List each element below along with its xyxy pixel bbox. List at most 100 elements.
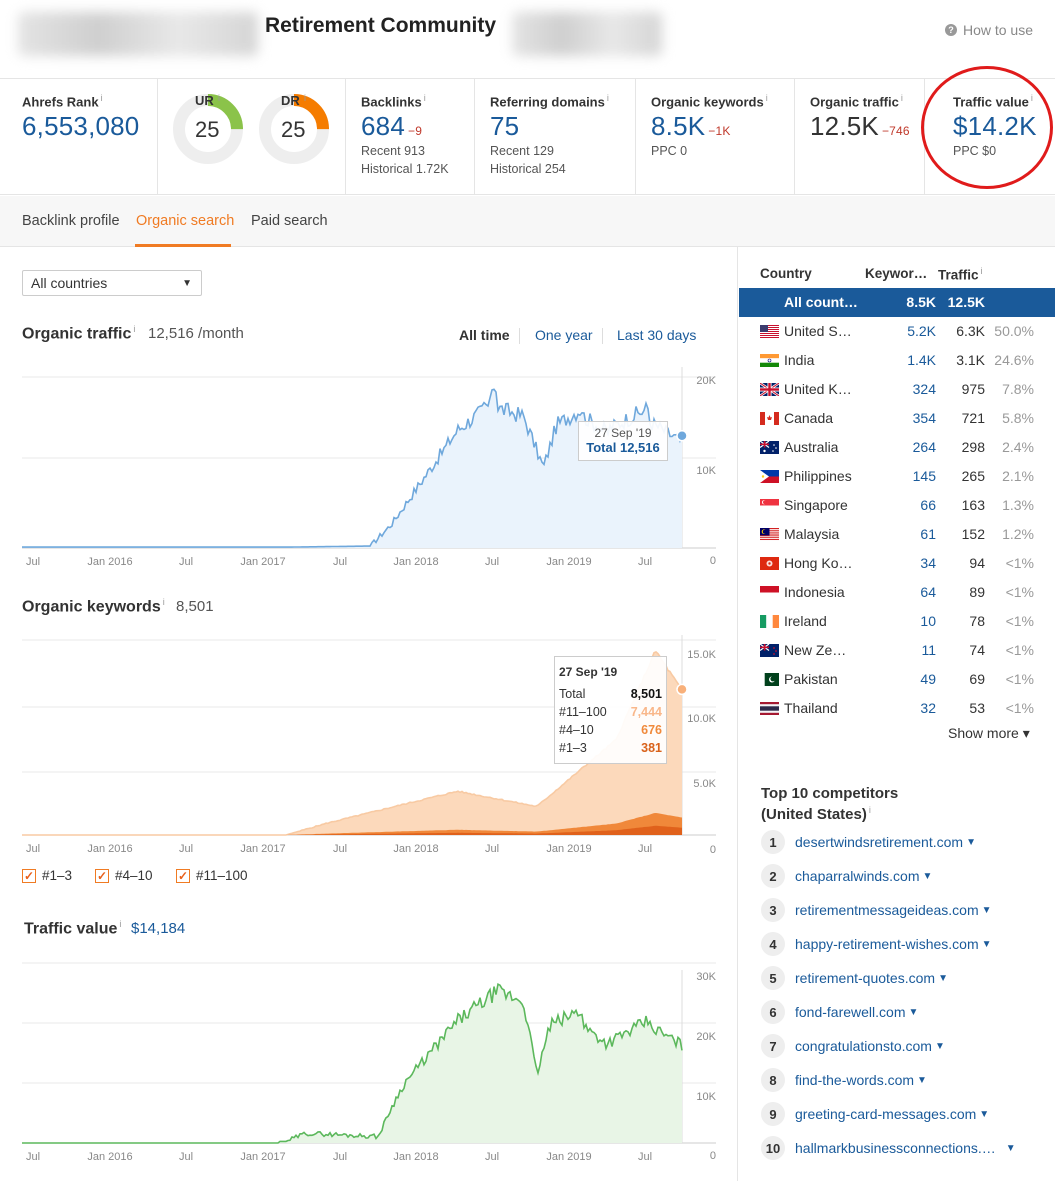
country-row[interactable]: Australia 264 298 2.4% [739, 433, 1055, 462]
country-keywords[interactable]: 8.5K [906, 294, 936, 310]
backlinks-historical[interactable]: Historical 1.72K [361, 162, 449, 177]
series-area-1-3 [22, 825, 682, 835]
info-icon[interactable]: i [162, 597, 165, 607]
country-keywords[interactable]: 5.2K [907, 323, 936, 339]
traffic-value-value[interactable]: $14.2K [953, 111, 1037, 142]
range-one-year[interactable]: One year [535, 327, 593, 343]
country-row[interactable]: United S… 5.2K 6.3K 50.0% [739, 317, 1055, 346]
organic-traffic-value[interactable]: 12.5K [810, 111, 879, 142]
tab-paid-search[interactable]: Paid search [251, 213, 328, 229]
country-row[interactable]: New Ze… 11 74 <1% [739, 636, 1055, 665]
chevron-down-icon[interactable]: ▼ [979, 1108, 990, 1120]
country-keywords[interactable]: 264 [912, 439, 936, 455]
organic-traffic-chart[interactable]: Jul Jan 2016 Jul Jan 2017 Jul Jan 2018 Jul Jan … [0, 360, 737, 575]
competitor-link[interactable]: fond-farewell.com [795, 1004, 906, 1020]
country-row[interactable]: Ireland 10 78 <1% [739, 607, 1055, 636]
competitor-link[interactable]: greeting-card-messages.com [795, 1106, 977, 1122]
competitor-link[interactable]: desertwindsretirement.com [795, 834, 964, 850]
info-icon[interactable]: i [218, 93, 220, 103]
info-icon[interactable]: i [133, 324, 136, 334]
ahrefs-rank-value[interactable]: 6,553,080 [22, 111, 140, 142]
range-all-time[interactable]: All time [459, 327, 510, 343]
competitor-link[interactable]: happy-retirement-wishes.com [795, 936, 979, 952]
current-point[interactable] [676, 683, 688, 696]
legend-top4-10[interactable]: ✓ #4–10 [95, 868, 153, 883]
info-icon[interactable]: i [304, 93, 306, 103]
country-keywords[interactable]: 64 [920, 584, 936, 600]
chevron-down-icon[interactable]: ▼ [981, 938, 992, 950]
chevron-down-icon[interactable]: ▼ [908, 1006, 919, 1018]
referring-domains-recent[interactable]: Recent 129 [490, 144, 554, 159]
info-icon[interactable]: i [1030, 93, 1033, 103]
info-icon[interactable]: i [980, 266, 983, 276]
country-row[interactable]: Singapore 66 163 1.3% [739, 491, 1055, 520]
country-select[interactable]: All countries ▼ [22, 270, 202, 296]
backlinks-recent[interactable]: Recent 913 [361, 144, 425, 159]
info-icon[interactable]: i [765, 93, 768, 103]
ur-gauge[interactable] [172, 93, 244, 165]
country-keywords[interactable]: 11 [921, 642, 936, 658]
competitor-link[interactable]: congratulationsto.com [795, 1038, 932, 1054]
country-row[interactable]: India 1.4K 3.1K 24.6% [739, 346, 1055, 375]
chevron-down-icon[interactable]: ▼ [981, 904, 992, 916]
flag-th-icon [760, 702, 779, 715]
country-row[interactable]: Pakistan 49 69 <1% [739, 665, 1055, 694]
legend-top3[interactable]: ✓ #1–3 [22, 868, 72, 883]
traffic-header-label[interactable]: Traffic [938, 267, 979, 283]
info-icon[interactable]: i [900, 93, 903, 103]
tab-backlink-profile[interactable]: Backlink profile [22, 213, 120, 229]
dr-gauge[interactable] [258, 93, 330, 165]
current-point[interactable] [676, 430, 688, 442]
legend-top11-100[interactable]: ✓ #11–100 [176, 868, 248, 883]
competitor-rank: 6 [761, 1000, 785, 1024]
country-row[interactable]: Malaysia 61 152 1.2% [739, 520, 1055, 549]
country-keywords[interactable]: 1.4K [907, 352, 936, 368]
country-row[interactable]: Indonesia 64 89 <1% [739, 578, 1055, 607]
chevron-down-icon[interactable]: ▼ [917, 1074, 927, 1086]
chevron-down-icon[interactable]: ▼ [934, 1040, 945, 1052]
country-row-all[interactable]: All count… 8.5K 12.5K [739, 288, 1055, 317]
info-icon[interactable]: i [606, 93, 609, 103]
chevron-down-icon[interactable]: ▼ [966, 836, 976, 848]
country-row[interactable]: United K… 324 975 7.8% [739, 375, 1055, 404]
info-icon[interactable]: i [423, 93, 426, 103]
country-row[interactable]: Hong Ko… 34 94 <1% [739, 549, 1055, 578]
range-last-30-days[interactable]: Last 30 days [617, 327, 697, 343]
traffic-value-chart[interactable]: Jul Jan 2016 Jul Jan 2017 Jul Jan 2018 Jul Jan … [0, 955, 737, 1170]
keywords-header[interactable]: Keywor… [865, 266, 928, 281]
organic-keywords-chart[interactable]: Jul Jan 2016 Jul Jan 2017 Jul Jan 2018 Jul Jan … [0, 632, 737, 860]
country-keywords[interactable]: 10 [920, 613, 936, 629]
chevron-down-icon[interactable]: ▼ [922, 870, 933, 882]
country-header[interactable]: Country [760, 266, 812, 281]
country-traffic: 265 [961, 468, 985, 484]
country-row[interactable]: Philippines 145 265 2.1% [739, 462, 1055, 491]
referring-domains-value[interactable]: 75 [490, 111, 520, 142]
country-keywords[interactable]: 324 [912, 381, 936, 397]
info-icon[interactable]: i [100, 93, 103, 103]
country-row[interactable]: Thailand 32 53 <1% [739, 694, 1055, 723]
competitor-link[interactable]: chaparralwinds.com [795, 868, 920, 884]
country-keywords[interactable]: 49 [920, 671, 936, 687]
referring-domains-historical[interactable]: Historical 254 [490, 162, 566, 177]
competitor-link[interactable]: hallmarkbusinessconnections.… [795, 1140, 996, 1156]
info-icon[interactable]: i [119, 919, 122, 929]
country-keywords[interactable]: 66 [920, 497, 936, 513]
chevron-down-icon[interactable]: ▼ [1005, 1142, 1016, 1154]
y-tick-label: 20K [696, 375, 716, 387]
tab-organic-search[interactable]: Organic search [136, 213, 235, 229]
info-icon[interactable]: i [868, 805, 871, 815]
organic-keywords-value[interactable]: 8.5K [651, 111, 706, 142]
chevron-down-icon[interactable]: ▼ [938, 972, 948, 984]
competitor-link[interactable]: find-the-words.com [795, 1072, 915, 1088]
country-keywords[interactable]: 145 [912, 468, 936, 484]
backlinks-value[interactable]: 684 [361, 111, 405, 142]
how-to-use-link[interactable]: ? How to use [944, 22, 1033, 38]
show-more-button[interactable]: Show more ▾ [948, 725, 1030, 741]
country-keywords[interactable]: 34 [920, 555, 936, 571]
competitor-link[interactable]: retirement-quotes.com [795, 970, 936, 986]
country-keywords[interactable]: 32 [920, 700, 936, 716]
country-row[interactable]: Canada 354 721 5.8% [739, 404, 1055, 433]
competitor-link[interactable]: retirementmessageideas.com [795, 902, 979, 918]
country-keywords[interactable]: 61 [920, 526, 936, 542]
country-keywords[interactable]: 354 [912, 410, 936, 426]
